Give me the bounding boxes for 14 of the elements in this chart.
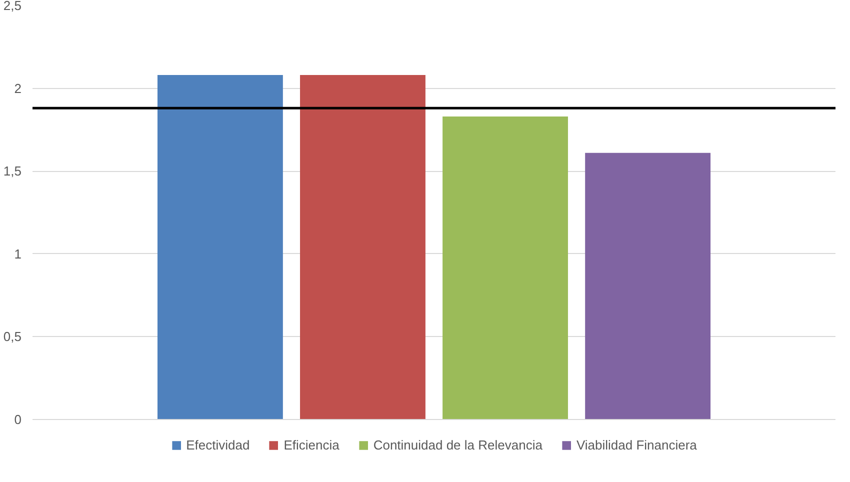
y-tick-label: 1,5 (3, 164, 22, 179)
legend-label: Viabilidad Financiera (576, 438, 697, 452)
y-tick-label: 0,5 (3, 329, 22, 344)
bar (300, 75, 426, 420)
legend-label: Efectividad (186, 438, 250, 452)
bar (157, 75, 283, 420)
bar (585, 152, 711, 420)
legend-label: Eficiencia (284, 438, 340, 452)
y-tick-label: 2,5 (3, 0, 22, 13)
legend-label: Continuidad de la Relevancia (373, 438, 542, 452)
y-tick-label: 1 (14, 246, 22, 262)
bar (442, 116, 568, 420)
y-tick-label: 2 (14, 80, 22, 96)
y-tick-label: 0 (14, 412, 22, 427)
